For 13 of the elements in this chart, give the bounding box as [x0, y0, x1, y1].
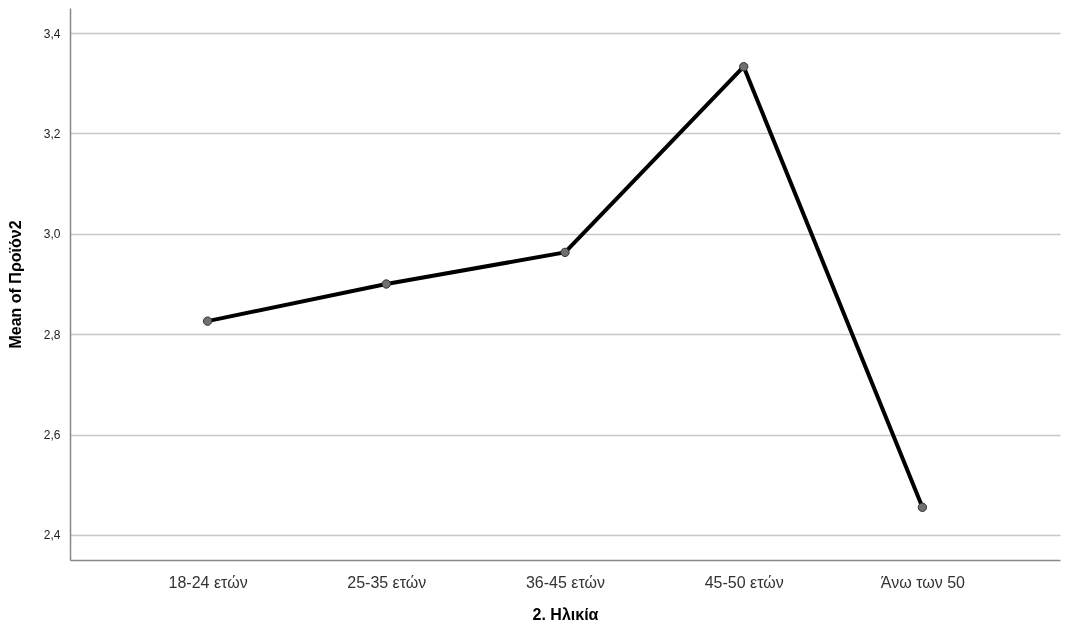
y-tick-label: 2,6 [43, 428, 61, 443]
y-tick-label: 2,4 [43, 528, 61, 543]
x-tick-label: Άνω των 50 [880, 573, 966, 591]
y-tick-label: 3,2 [43, 126, 61, 141]
x-tick-label: 36-45 ετών [525, 573, 606, 591]
x-tick-label: 45-50 ετών [704, 573, 784, 591]
y-tick-label: 3,4 [43, 26, 61, 41]
x-axis-title: 2. Ηλικία [532, 605, 599, 623]
y-tick-label: 2,8 [43, 327, 61, 342]
x-tick-label: 18-24 ετών [168, 573, 248, 591]
y-tick-label: 3,0 [43, 227, 61, 242]
x-tick-label: 25-35 ετών [347, 573, 427, 591]
y-axis-title: Mean of Προϊόν2 [6, 220, 24, 349]
